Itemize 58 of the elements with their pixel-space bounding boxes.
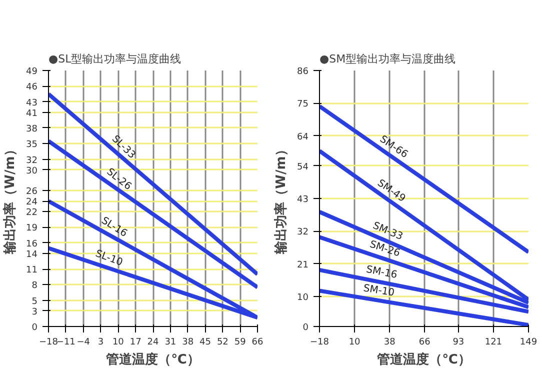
- x-tick-label: 38: [182, 338, 194, 348]
- x-tick-label: −18: [39, 338, 58, 348]
- y-tick-label: 19: [26, 224, 38, 234]
- y-tick-label: 43: [26, 98, 38, 108]
- x-tick-label: 10: [348, 338, 361, 348]
- y-tick-label: 30: [26, 166, 38, 176]
- x-tick-label: −11: [56, 338, 76, 348]
- y-tick-label: 49: [26, 67, 38, 77]
- y-tick-label: 32: [297, 228, 308, 238]
- y-tick-label: 38: [26, 124, 38, 134]
- y-tick-label: 5: [32, 296, 38, 307]
- chart-title: ●SL型输出功率与温度曲线: [48, 52, 182, 66]
- y-tick-label: 3: [32, 307, 38, 318]
- y-tick-label: 11: [26, 266, 38, 276]
- text: SM-10: [362, 283, 396, 299]
- y-tick-label: 0: [302, 323, 309, 333]
- x-tick-label: 38: [384, 338, 396, 348]
- y-tick-label: 0: [32, 323, 38, 333]
- y-tick-label: 8: [32, 281, 38, 292]
- y-tick-label: 10: [297, 293, 309, 304]
- x-tick-label: 66: [418, 338, 431, 348]
- y-tick-label: 14: [26, 250, 38, 260]
- x-tick-label: 45: [200, 338, 211, 348]
- x-axis-title: 管道温度（℃）: [105, 352, 200, 368]
- y-tick-label: 54: [297, 162, 309, 172]
- chart-title: ●SM型输出功率与温度曲线: [320, 52, 456, 66]
- y-tick-label: 32: [26, 156, 38, 166]
- y-tick-label: 35: [26, 140, 38, 150]
- x-tick-label: −18: [310, 338, 330, 348]
- x-tick-label: 66: [252, 338, 264, 348]
- y-tick-label: 75: [297, 100, 308, 110]
- x-tick-label: 31: [164, 338, 176, 348]
- text: SL-10: [94, 248, 124, 269]
- y-tick-label: 46: [26, 82, 38, 93]
- y-tick-label: 64: [297, 132, 309, 142]
- text: SM-26: [368, 239, 402, 260]
- y-axis-title: 输出功率（W/m）: [273, 143, 290, 255]
- x-axis-title: 管道温度（℃）: [376, 352, 471, 368]
- text: SM-16: [365, 264, 398, 282]
- y-axis-title: 输出功率（W/m）: [2, 143, 18, 255]
- x-tick-label: −4: [76, 338, 90, 348]
- x-tick-label: 59: [234, 338, 246, 348]
- x-tick-label: 17: [130, 338, 142, 348]
- y-tick-label: 41: [26, 108, 38, 119]
- x-tick-label: 24: [147, 338, 159, 348]
- y-tick-label: 22: [26, 208, 38, 218]
- y-tick-label: 86: [297, 67, 309, 77]
- y-tick-label: 16: [26, 239, 38, 250]
- x-tick-label: 93: [452, 338, 464, 348]
- x-tick-label: 121: [484, 338, 502, 348]
- y-tick-label: 21: [297, 260, 308, 270]
- x-tick-label: 52: [216, 338, 228, 348]
- y-tick-label: 24: [26, 198, 38, 208]
- x-tick-label: 3: [98, 338, 104, 348]
- x-tick-label: 10: [112, 338, 124, 348]
- y-tick-label: 43: [297, 195, 308, 205]
- y-tick-label: 26: [26, 187, 38, 198]
- x-tick-label: 149: [520, 338, 538, 348]
